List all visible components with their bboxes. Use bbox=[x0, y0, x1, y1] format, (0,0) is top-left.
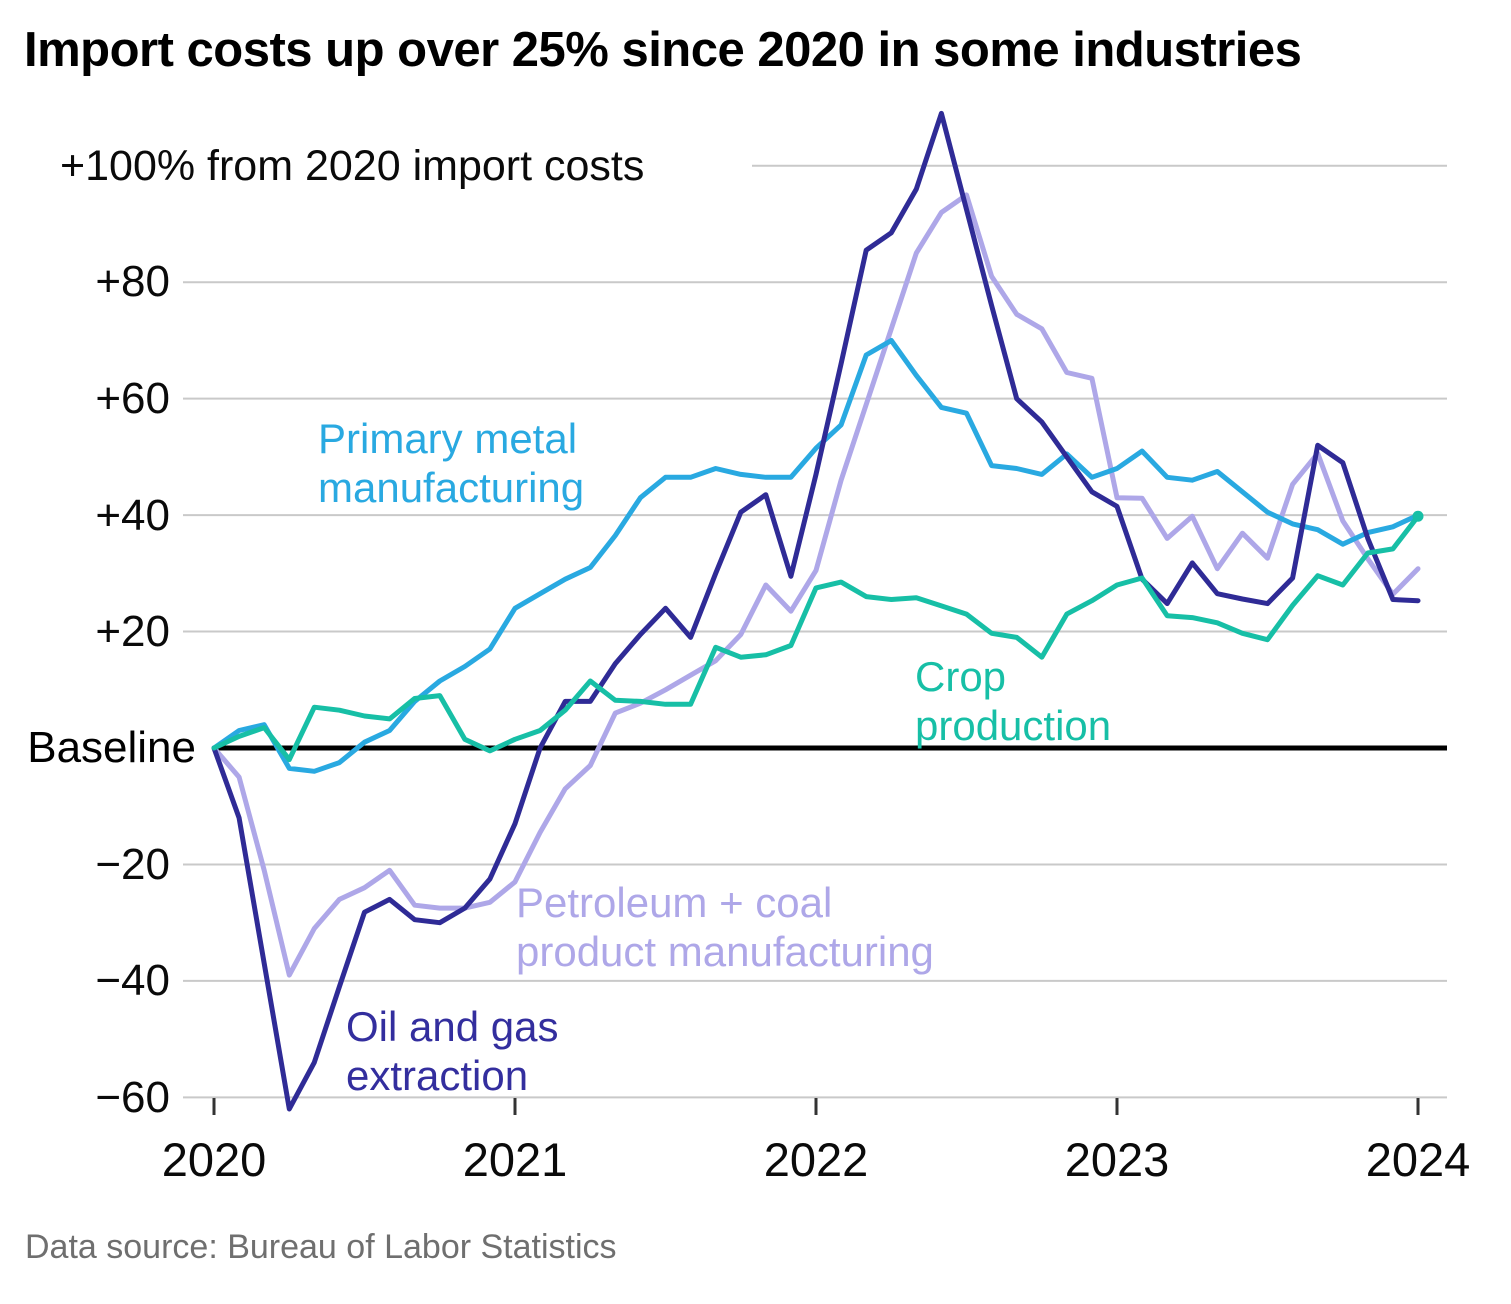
series-line-primary_metal bbox=[211, 338, 1421, 774]
y-tick-label-40: +40 bbox=[95, 491, 170, 540]
x-tick-label-2021: 2021 bbox=[462, 1133, 568, 1186]
y-tick-label-60: +60 bbox=[95, 374, 170, 423]
y-axis-top-label: +100% from 2020 import costs bbox=[60, 142, 645, 190]
series-label-line: manufacturing bbox=[318, 464, 585, 511]
y-tick-label-m40: −40 bbox=[95, 956, 170, 1005]
x-tick-label-2024: 2024 bbox=[1365, 1133, 1471, 1186]
series-line-oil_gas bbox=[211, 110, 1421, 1112]
series-label-line: Petroleum + coal bbox=[516, 879, 833, 926]
series-label-primary-metal: Primary metal manufacturing bbox=[318, 414, 584, 512]
data-source-note: Data source: Bureau of Labor Statistics bbox=[25, 1228, 617, 1266]
x-tick-label-2023: 2023 bbox=[1064, 1133, 1170, 1186]
series-label-petroleum-coal: Petroleum + coal product manufacturing bbox=[516, 878, 934, 976]
x-tick-label-2020: 2020 bbox=[161, 1133, 267, 1186]
series-end-dot-crop_production bbox=[1412, 510, 1424, 522]
y-tick-label-m60: −60 bbox=[95, 1073, 170, 1122]
series-label-line: Oil and gas bbox=[346, 1003, 559, 1050]
y-tick-label-80: +80 bbox=[95, 257, 170, 306]
series-label-line: Crop bbox=[915, 653, 1007, 700]
series-label-line: Primary metal bbox=[318, 415, 578, 462]
chart-title: Import costs up over 25% since 2020 in s… bbox=[24, 23, 1302, 77]
y-tick-label-20: +20 bbox=[95, 607, 170, 656]
series-label-line: extraction bbox=[346, 1052, 529, 1099]
series-line-petroleum_coal bbox=[211, 192, 1421, 978]
series-label-oil-gas: Oil and gas extraction bbox=[346, 1002, 558, 1100]
series-line-crop_production bbox=[211, 513, 1421, 763]
series-label-line: product manufacturing bbox=[516, 928, 934, 975]
series-label-line: production bbox=[915, 702, 1112, 749]
x-tick-label-2022: 2022 bbox=[763, 1133, 869, 1186]
y-tick-label-m20: −20 bbox=[95, 840, 170, 889]
series-label-crop-production: Crop production bbox=[915, 652, 1111, 750]
baseline-label: Baseline bbox=[27, 723, 196, 772]
